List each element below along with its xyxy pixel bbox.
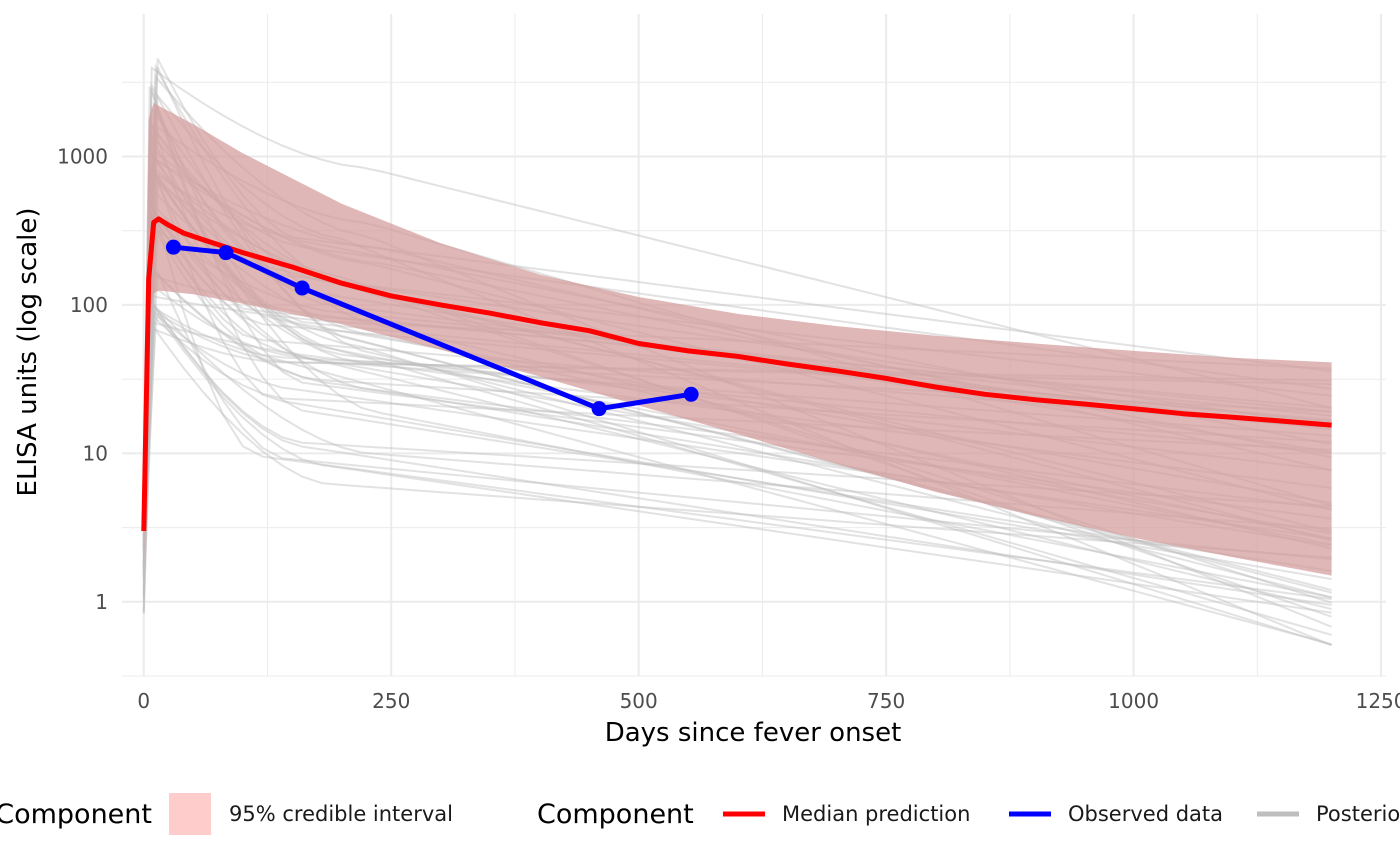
observed-data-point [218, 245, 234, 261]
legend: Component 95% credible interval Componen… [0, 793, 1400, 835]
legend-label-median: Median prediction [782, 802, 970, 826]
y-axis-title: ELISA units (log scale) [13, 208, 43, 497]
observed-data-point [591, 401, 607, 417]
posterior-draw-line [142, 312, 1332, 614]
observed-data-point [165, 239, 181, 255]
posterior-draw-line [142, 270, 1332, 590]
x-tick-label: 0 [137, 689, 150, 713]
x-tick-label: 250 [372, 689, 410, 713]
x-axis-title: Days since fever onset [605, 718, 902, 748]
x-tick-label: 750 [867, 689, 905, 713]
median-prediction-line [141, 216, 1332, 532]
x-tick-label: 1250 [1356, 689, 1400, 713]
legend-title-fill: Component [0, 799, 152, 830]
y-tick-label: 100 [70, 293, 108, 317]
y-tick-label: 10 [83, 441, 108, 465]
median-prediction [141, 216, 1332, 532]
tick-labels: 0 250 500 750 1000 1250 1 10 100 1000 [57, 144, 1400, 713]
observed-data-point [683, 386, 699, 402]
y-tick-label: 1000 [57, 144, 108, 168]
credible-interval-band [143, 102, 1332, 576]
posterior-draw-line [142, 324, 1332, 577]
posterior-draw-line [142, 296, 1332, 606]
credible-interval [143, 102, 1332, 576]
legend-label-observed: Observed data [1068, 802, 1223, 826]
posterior-draw-line [142, 212, 1332, 601]
x-tick-label: 1000 [1108, 689, 1159, 713]
legend-label-interval: 95% credible interval [229, 802, 453, 826]
legend-key-interval [169, 793, 211, 835]
legend-title-line: Component [537, 799, 694, 830]
observed-data [165, 239, 699, 417]
y-tick-label: 1 [95, 590, 108, 614]
x-tick-label: 500 [620, 689, 658, 713]
credible-interval-overlap [143, 102, 1332, 576]
legend-label-posterior: Posterior [1316, 802, 1400, 826]
observed-data-point [294, 280, 310, 296]
